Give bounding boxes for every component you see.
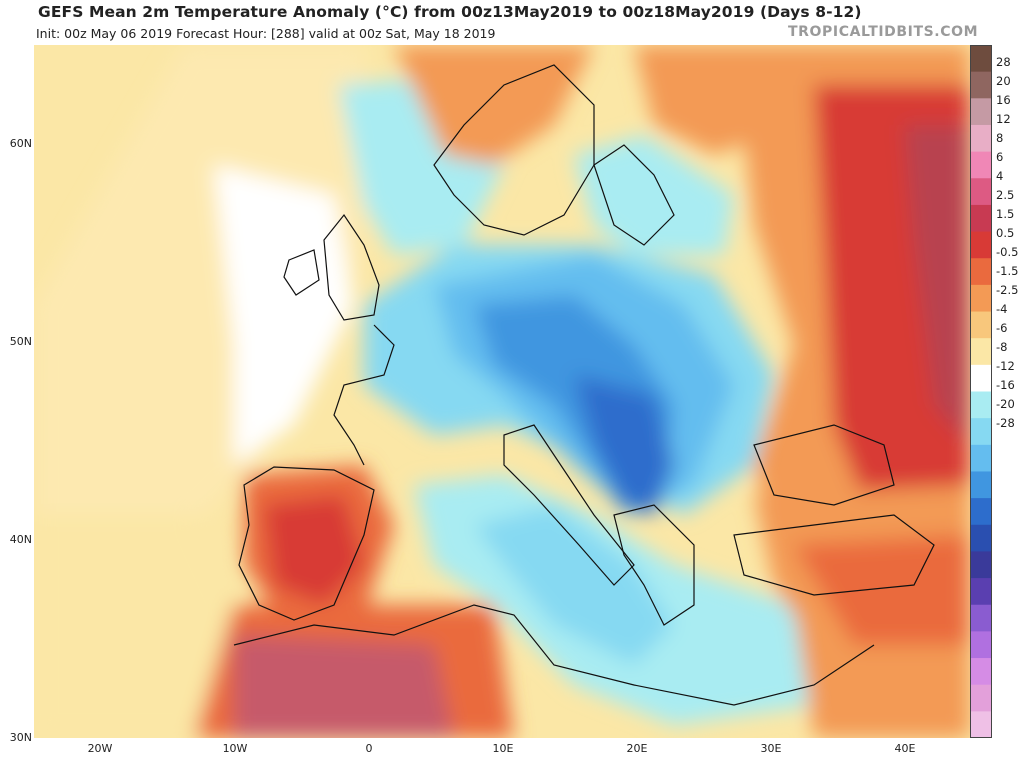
colorbar-swatch <box>970 231 992 259</box>
lon-label-10e: 10E <box>492 742 514 755</box>
colorbar-swatch <box>970 551 992 579</box>
colorbar-swatch <box>970 498 992 526</box>
colorbar-label: 0.5 <box>996 226 1015 240</box>
lat-label-30n: 30N <box>9 731 32 744</box>
colorbar-frame <box>970 45 992 738</box>
colorbar-swatch <box>970 711 992 738</box>
colorbar-label: -6 <box>996 321 1008 335</box>
colorbar-label: 4 <box>996 169 1004 183</box>
colorbar-swatch <box>970 284 992 313</box>
colorbar-label: 6 <box>996 150 1004 164</box>
lon-label-30e: 30E <box>760 742 782 755</box>
colorbar-label: -8 <box>996 340 1008 354</box>
colorbar-swatch <box>970 578 992 606</box>
colorbar-swatch <box>970 71 992 99</box>
colorbar-swatch <box>970 204 992 233</box>
colorbar-label: 8 <box>996 131 1004 145</box>
colorbar-label: -12 <box>996 359 1015 373</box>
brand-watermark: TROPICALTIDBITS.COM <box>788 24 979 40</box>
colorbar-swatch <box>970 364 992 393</box>
colorbar-swatch <box>970 311 992 339</box>
colorbar-swatch <box>970 391 992 419</box>
colorbar-swatch <box>970 631 992 659</box>
colorbar-swatch <box>970 338 992 366</box>
lon-label-40e: 40E <box>894 742 916 755</box>
colorbar-label: 20 <box>996 74 1011 88</box>
map-title: GEFS Mean 2m Temperature Anomaly (°C) fr… <box>38 3 862 21</box>
colorbar-label: -16 <box>996 378 1015 392</box>
lat-label-60n: 60N <box>9 137 32 150</box>
colorbar-swatch <box>970 178 992 206</box>
temperature-anomaly-map <box>34 45 970 738</box>
colorbar <box>970 45 992 738</box>
lat-label-50n: 50N <box>9 335 32 348</box>
colorbar-label: -20 <box>996 397 1015 411</box>
lon-label-0: 0 <box>365 742 373 755</box>
colorbar-label: -1.5 <box>996 264 1019 278</box>
lat-label-40n: 40N <box>9 533 32 546</box>
colorbar-label: -4 <box>996 302 1008 316</box>
colorbar-swatch <box>970 444 992 473</box>
colorbar-swatch <box>970 604 992 632</box>
colorbar-swatch <box>970 418 992 446</box>
colorbar-label: 28 <box>996 55 1011 69</box>
colorbar-label: 2.5 <box>996 188 1015 202</box>
lon-label-20e: 20E <box>626 742 648 755</box>
colorbar-label: 1.5 <box>996 207 1015 221</box>
lon-label-10w: 10W <box>222 742 248 755</box>
colorbar-swatch <box>970 258 992 286</box>
map-subtitle: Init: 00z May 06 2019 Forecast Hour: [28… <box>36 26 496 41</box>
colorbar-swatch <box>970 684 992 712</box>
colorbar-swatch <box>970 151 992 179</box>
colorbar-swatch <box>970 98 992 126</box>
lon-label-20w: 20W <box>87 742 113 755</box>
colorbar-label: 12 <box>996 112 1011 126</box>
colorbar-label: -2.5 <box>996 283 1019 297</box>
colorbar-swatch <box>970 658 992 686</box>
colorbar-swatch <box>970 45 992 73</box>
colorbar-label: -28 <box>996 416 1015 430</box>
colorbar-swatch <box>970 471 992 499</box>
colorbar-label: -0.5 <box>996 245 1019 259</box>
colorbar-swatch <box>970 524 992 553</box>
colorbar-label: 16 <box>996 93 1011 107</box>
colorbar-swatch <box>970 124 992 153</box>
